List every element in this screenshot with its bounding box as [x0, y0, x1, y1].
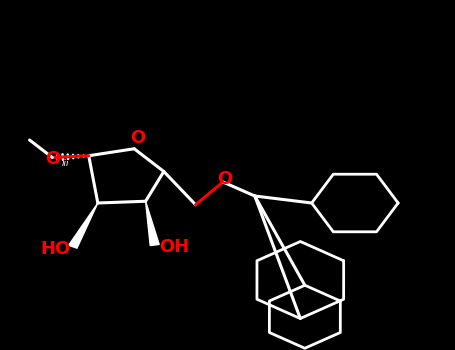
Polygon shape [69, 203, 98, 248]
Text: HO: HO [40, 239, 71, 258]
Text: O: O [217, 170, 232, 188]
Text: O: O [130, 129, 146, 147]
Polygon shape [146, 201, 159, 246]
Text: OH: OH [159, 238, 189, 256]
Text: iii: iii [61, 159, 69, 168]
Text: O: O [45, 150, 60, 168]
